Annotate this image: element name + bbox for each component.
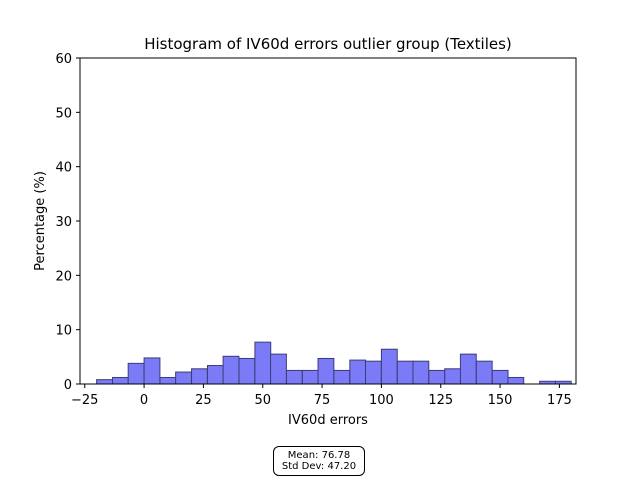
x-tick-label: 125: [428, 393, 453, 408]
x-tick-label: 50: [254, 393, 271, 408]
histogram-bar: [444, 368, 462, 385]
y-tick-label: 0: [64, 378, 72, 393]
histogram-bar: [127, 362, 145, 385]
y-tick-label: 30: [55, 215, 72, 230]
histogram-bar: [317, 357, 335, 385]
histogram-bar: [222, 355, 240, 385]
histogram-bar: [206, 365, 224, 385]
histogram-bar: [285, 369, 303, 385]
histogram-bar: [380, 348, 398, 385]
histogram-bar: [112, 376, 129, 385]
mean-label: Mean: 76.78: [287, 450, 351, 461]
histogram-bar: [143, 357, 161, 385]
stats-box: Mean: 76.78 Std Dev: 47.20: [273, 446, 365, 476]
y-tick-label: 50: [55, 106, 72, 121]
histogram-bar: [333, 369, 351, 385]
histogram-bar: [459, 353, 477, 385]
x-tick-label: −25: [71, 393, 98, 408]
x-tick-label: 100: [369, 393, 394, 408]
bars-group: [96, 341, 572, 385]
x-tick-label: 175: [547, 393, 572, 408]
histogram-bar: [396, 360, 414, 385]
x-tick-label: 0: [140, 393, 148, 408]
y-axis-ticks: 0 10 20 30 40 50 60: [55, 52, 80, 393]
histogram-bar: [365, 360, 382, 385]
histogram-bar: [175, 371, 192, 385]
x-tick-label: 75: [314, 393, 331, 408]
histogram-bar: [96, 379, 113, 385]
x-axis-label: IV60d errors: [288, 413, 368, 428]
histogram-bar: [159, 376, 177, 385]
chart-title: Histogram of IV60d errors outlier group …: [144, 35, 512, 53]
plot-frame: [79, 57, 577, 385]
histogram-bar: [428, 369, 446, 385]
histogram-bar: [412, 360, 430, 385]
x-axis-ticks: −25 0 25 50 75 100 125 150 175: [71, 384, 572, 408]
y-tick-label: 10: [55, 324, 72, 339]
histogram-bar: [254, 341, 272, 385]
histogram-bar: [507, 376, 525, 385]
histogram-bar: [349, 359, 367, 385]
histogram-bar: [475, 360, 493, 385]
histogram-bar: [238, 357, 256, 385]
std-dev-label: Std Dev: 47.20: [281, 461, 357, 472]
y-tick-label: 20: [55, 269, 72, 284]
x-tick-label: 150: [488, 393, 513, 408]
y-tick-label: 40: [55, 161, 72, 176]
y-tick-label: 60: [55, 52, 72, 67]
histogram-bar: [301, 369, 319, 385]
histogram-bar: [270, 353, 287, 385]
histogram-bar: [491, 369, 509, 385]
y-axis-label: Percentage (%): [33, 171, 48, 271]
x-tick-label: 25: [195, 393, 212, 408]
histogram-bar: [191, 368, 208, 385]
